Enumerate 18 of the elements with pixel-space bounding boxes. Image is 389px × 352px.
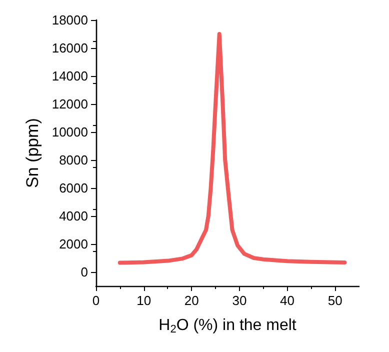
y-tick-label: 4000 (59, 208, 88, 224)
y-tick-label: 14000 (52, 68, 88, 84)
x-tick-label: 40 (280, 293, 295, 308)
y-tick-label: 2000 (59, 236, 88, 252)
y-tick-label: 10000 (52, 124, 88, 140)
y-tick-label: 0 (80, 264, 88, 280)
y-axis-title: Sn (ppm) (22, 118, 42, 188)
y-tick-label: 6000 (59, 180, 88, 196)
y-tick-label: 8000 (59, 152, 88, 168)
x-tick-label: 20 (184, 293, 199, 308)
x-tick-label: 50 (328, 293, 342, 308)
y-tick-label: 12000 (52, 96, 88, 112)
x-tick-label: 0 (92, 293, 100, 308)
line-series (118, 32, 347, 265)
y-tick-label: 18000 (52, 12, 88, 28)
x-tick-label: 10 (136, 293, 152, 308)
x-tick-label: 30 (232, 293, 247, 308)
y-tick-label: 16000 (52, 40, 88, 56)
